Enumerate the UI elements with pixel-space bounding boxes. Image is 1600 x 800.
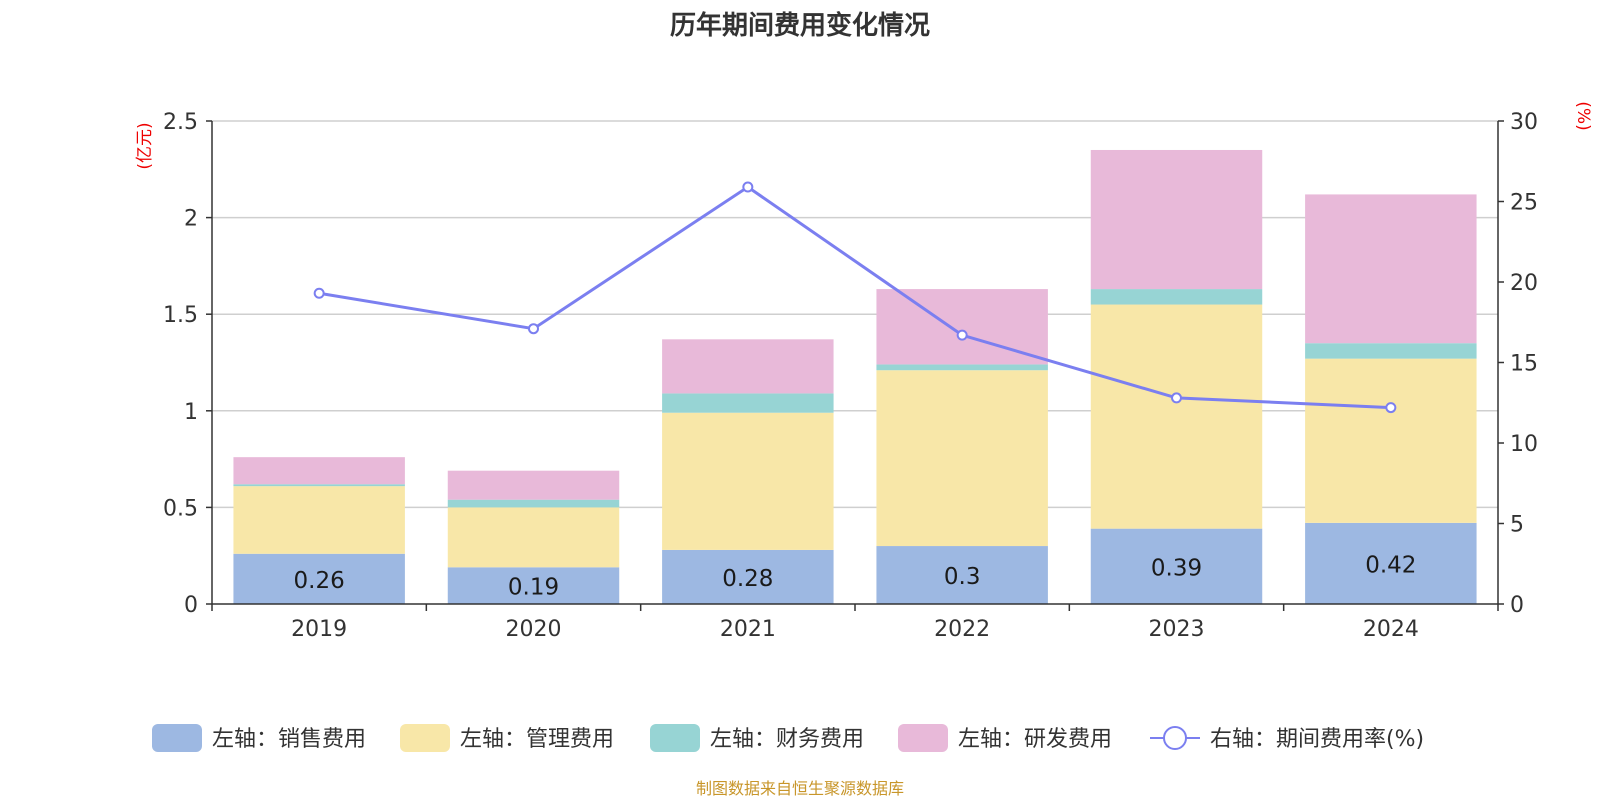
bar-layer: [233, 149, 1477, 604]
legend-swatch-marker: [1163, 726, 1187, 750]
right-tick-label: 20: [1510, 271, 1538, 296]
x-tick-label: 2022: [934, 617, 990, 642]
left-axis-unit: (亿元): [135, 122, 155, 169]
legend-swatch: [400, 724, 450, 752]
bar-value-label: 0.39: [1151, 555, 1202, 581]
bar-segment: [1090, 149, 1263, 290]
bar-segment: [447, 499, 620, 508]
bar-segment: [447, 470, 620, 500]
bar-segment: [233, 484, 405, 487]
bar-segment: [662, 549, 834, 604]
legend-label: 左轴：管理费用: [460, 727, 614, 752]
legend-swatch: [152, 724, 202, 752]
right-tick-label: 30: [1510, 110, 1538, 135]
x-tick-label: 2023: [1149, 617, 1205, 642]
label-layer: 0.26 0.19 0.28 0.3 0.39 0.42: [294, 552, 1417, 600]
legend-swatch: [898, 724, 948, 752]
x-tick-label: 2020: [506, 617, 562, 642]
bar-segment: [1090, 304, 1263, 529]
bar-segment: [1305, 194, 1477, 344]
axis-layer: 0 0.5 1 1.5 2 2.5 0 5 10 15 20 25 30 2019 2020 2021 2022…: [163, 110, 1538, 642]
grid-layer: [212, 120, 1498, 509]
legend-label: 左轴：财务费用: [710, 727, 864, 752]
bar-segment: [1090, 528, 1263, 604]
right-tick-label: 25: [1510, 191, 1538, 216]
legend-label: 左轴：研发费用: [958, 727, 1112, 752]
x-tick-label: 2021: [720, 617, 776, 642]
x-tick-label: 2024: [1363, 617, 1419, 642]
line-layer: [313, 181, 1397, 414]
bar-value-label: 0.42: [1365, 552, 1416, 578]
legend-swatch: [650, 724, 700, 752]
bar-segment: [1305, 358, 1477, 523]
left-tick-label: 2.5: [163, 110, 198, 135]
bar-segment: [447, 567, 620, 604]
right-tick-label: 0: [1510, 593, 1524, 618]
bar-value-label: 0.19: [508, 575, 559, 601]
bar-segment: [233, 457, 405, 485]
left-tick-label: 1.5: [163, 303, 198, 328]
rate-point: [742, 181, 754, 193]
bar-value-label: 0.26: [294, 568, 345, 594]
rate-point: [956, 329, 968, 341]
bar-segment: [1305, 522, 1477, 604]
bar-segment: [447, 507, 620, 568]
left-tick-label: 0: [184, 593, 198, 618]
bar-segment: [1305, 343, 1477, 359]
bar-segment: [876, 546, 1048, 604]
bar-segment: [662, 412, 834, 550]
data-source: 制图数据来自恒生聚源数据库: [696, 779, 904, 798]
bar-value-label: 0.28: [722, 566, 773, 592]
right-tick-label: 5: [1510, 513, 1524, 538]
rate-point: [313, 287, 325, 299]
right-tick-label: 10: [1510, 432, 1538, 457]
bar-segment: [233, 553, 405, 604]
legend: 左轴：销售费用 左轴：管理费用 左轴：财务费用 左轴：研发费用 右轴：期间费用率(%): [152, 724, 1424, 752]
bar-segment: [876, 364, 1048, 371]
right-tick-label: 15: [1510, 352, 1538, 377]
left-tick-label: 2: [184, 207, 198, 232]
left-tick-label: 1: [184, 400, 198, 425]
rate-point: [1171, 392, 1182, 404]
bar-segment: [662, 339, 834, 394]
bar-segment: [1090, 289, 1263, 305]
legend-label: 左轴：销售费用: [212, 727, 366, 752]
left-tick-label: 0.5: [163, 496, 198, 521]
chart-title: 历年期间费用变化情况: [670, 10, 930, 41]
right-axis-unit: (%): [1573, 101, 1593, 130]
x-tick-label: 2019: [291, 617, 347, 642]
rate-line: [318, 185, 1391, 410]
rate-point: [528, 323, 539, 335]
bar-segment: [876, 370, 1048, 547]
rate-point: [1385, 402, 1397, 414]
bar-segment: [233, 486, 405, 554]
bar-value-label: 0.3: [944, 564, 981, 590]
bar-segment: [662, 393, 834, 413]
legend-label: 右轴：期间费用率(%): [1210, 727, 1424, 752]
